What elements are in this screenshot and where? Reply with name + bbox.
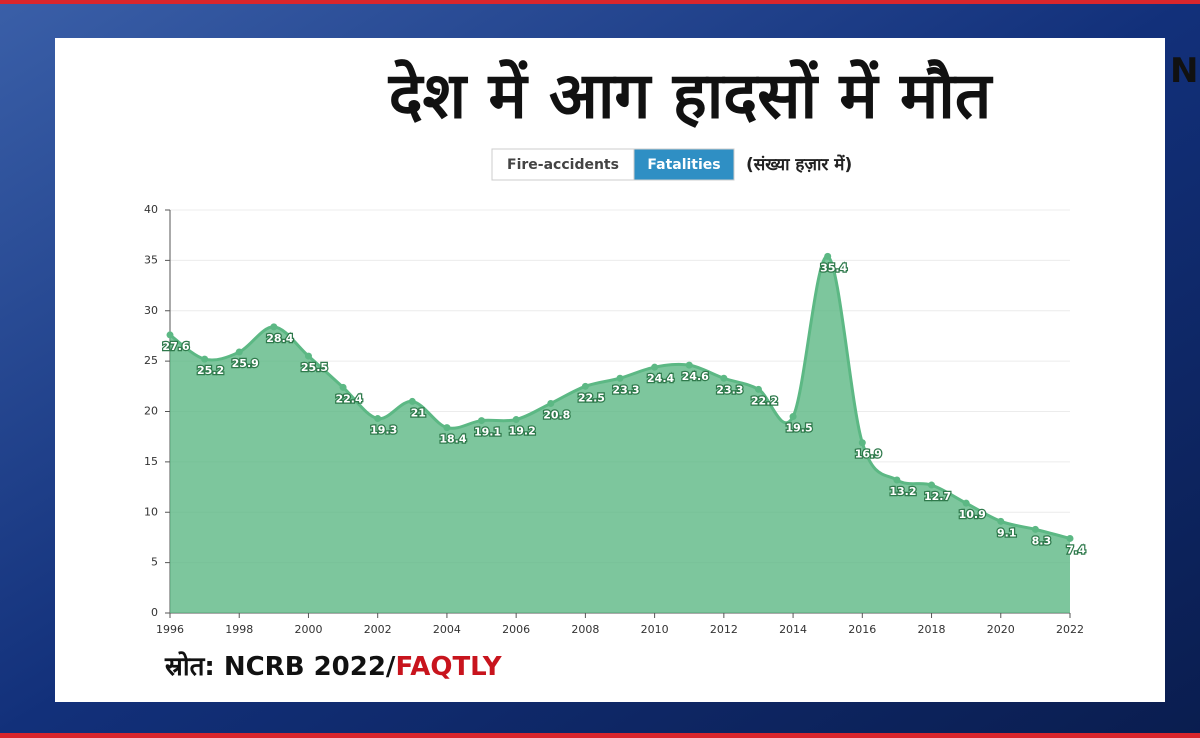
x-tick-label: 1996 [156,623,184,636]
value-label: 25.9 [232,357,259,370]
point [685,361,693,369]
value-label: 27.6 [162,340,189,353]
value-label: 24.4 [647,372,674,385]
toggle-label: Fatalities [647,157,720,173]
x-tick-label: 1998 [225,623,253,636]
source-text: स्रोत: NCRB 2022/ [164,651,396,682]
x-tick-label: 2000 [294,623,322,636]
value-label: 19.1 [474,426,501,439]
value-label: 19.3 [370,424,397,437]
value-label: 21 [411,406,426,419]
toggle-button[interactable] [491,148,635,181]
y-tick-label: 10 [144,505,158,518]
value-label: 18.4 [439,433,466,446]
point [651,363,659,371]
point [270,323,278,331]
y-tick-label: 40 [144,203,158,216]
toggle-label: Fire-accidents [507,157,619,173]
value-label: 20.8 [543,408,570,421]
top-border [0,0,1200,4]
x-tick-label: 2004 [433,623,461,636]
point [235,348,243,356]
point [1031,525,1039,533]
point [304,352,312,360]
point [928,481,936,489]
y-tick-label: 30 [144,304,158,317]
value-label: 7.4 [1066,543,1086,556]
point [720,374,728,382]
point [547,399,555,407]
value-label: 25.5 [301,361,328,374]
y-tick-label: 35 [144,253,158,266]
point [581,382,589,390]
y-tick-label: 15 [144,455,158,468]
y-tick-label: 20 [144,405,158,418]
point [201,355,209,363]
point [478,417,486,425]
value-label: 22.4 [336,392,363,405]
value-label: 22.5 [578,391,605,404]
value-label: 13.2 [889,485,916,498]
point [824,252,832,260]
x-tick-label: 2010 [641,623,669,636]
value-label: 24.6 [682,370,709,383]
x-tick-label: 2002 [364,623,392,636]
point [858,439,866,447]
value-label: 10.9 [959,508,986,521]
x-tick-label: 2006 [502,623,530,636]
x-tick-label: 2012 [710,623,738,636]
value-label: 9.1 [997,526,1017,539]
toggle-button[interactable] [633,148,735,181]
x-tick-label: 2022 [1056,623,1084,636]
point [339,383,347,391]
plot: 0 5 10 15 20 25 30 35 40 1996 1998 2000 2002 2004 2006… [144,203,1087,636]
x-tick-label: 2014 [779,623,807,636]
value-label: 23.3 [716,383,743,396]
point [962,499,970,507]
point [893,476,901,484]
point [443,424,451,432]
source-highlight: FAQTLY [395,652,502,682]
point [754,385,762,393]
y-tick-label: 5 [151,556,158,569]
value-label: 8.3 [1032,534,1052,547]
value-label: 22.2 [751,394,778,407]
y-tick-label: 0 [151,606,158,619]
value-label: 23.3 [612,383,639,396]
x-tick-label: 2008 [571,623,599,636]
x-tick-label: 2016 [848,623,876,636]
logo: N [1170,51,1198,91]
point [789,413,797,421]
point [1066,534,1074,542]
x-tick-label: 2018 [918,623,946,636]
chart-title: देश में आग हादसों में मौत [388,59,994,134]
point [166,331,174,339]
line [169,254,1071,540]
value-label: 28.4 [266,332,293,345]
value-label: 19.2 [509,425,536,438]
bottom-border [0,733,1200,738]
value-label: 19.5 [786,422,813,435]
point [997,517,1005,525]
point [512,416,520,424]
point [408,397,416,405]
toggle-group: Fire-accidents Fatalities [491,148,735,181]
value-label: 35.4 [820,261,847,274]
unit-note: (संख्या हज़ार में) [746,154,852,175]
y-tick-label: 25 [144,354,158,367]
x-tick-label: 2020 [987,623,1015,636]
point [374,415,382,423]
point [616,374,624,382]
value-label: 25.2 [197,364,224,377]
value-label: 12.7 [924,490,951,503]
source: स्रोत: NCRB 2022/FAQTLY [164,651,503,682]
value-label: 16.9 [855,448,882,461]
